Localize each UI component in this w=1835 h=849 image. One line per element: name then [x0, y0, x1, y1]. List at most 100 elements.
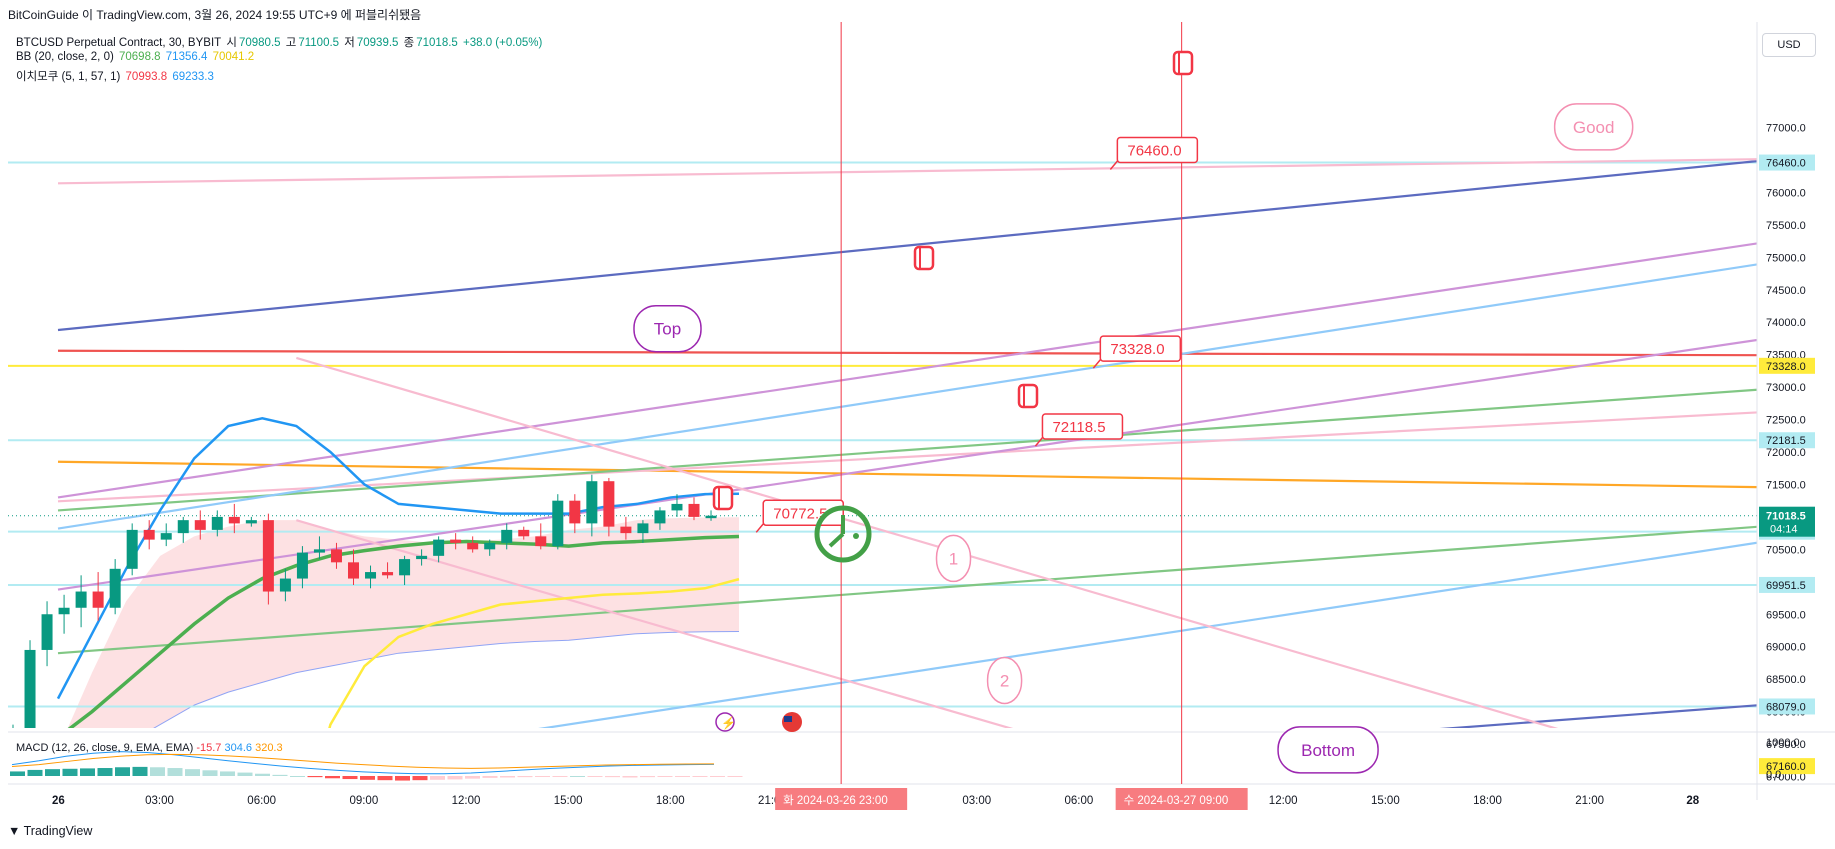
trend-line-8	[57, 338, 1757, 591]
candle-35	[603, 477, 615, 537]
macd-hist-bar	[535, 776, 550, 777]
bubble-shape	[935, 534, 972, 583]
time-marker-tag-bg	[775, 788, 908, 810]
candle-body	[501, 529, 513, 543]
signal-line	[11, 753, 715, 769]
level-tag-bg	[1759, 576, 1815, 593]
hand-pointer-icon	[712, 485, 734, 511]
symbol-name[interactable]: BTCUSD Perpetual Contract, 30, BYBIT	[16, 37, 222, 49]
level-tag-bg	[1759, 357, 1815, 374]
candle-5	[92, 572, 104, 621]
candle-body	[671, 503, 683, 511]
candle-2	[41, 601, 53, 667]
trend-line-12	[296, 356, 1559, 728]
ichimoku-name[interactable]: 이치모쿠 (5, 1, 57, 1)	[16, 71, 121, 83]
bubble-shape	[1277, 726, 1379, 774]
callout-text: 76460.0	[1127, 143, 1181, 160]
level-tag-0: 76460.0	[1766, 158, 1806, 170]
bb-basis-value: 70698.8	[119, 51, 161, 63]
trend-line-4	[57, 460, 1757, 489]
candle-11	[194, 510, 206, 540]
callout-box	[1041, 413, 1124, 440]
bubble-1: Good	[1553, 103, 1634, 151]
candle-body	[637, 523, 649, 534]
hand-pointer-icon	[1172, 50, 1194, 76]
price-tick-label: 70500.0	[1766, 544, 1806, 556]
trend-line-1	[1439, 704, 1757, 728]
macd-axis-label: 0.0	[1766, 769, 1781, 781]
price-tick-label: 75500.0	[1766, 220, 1806, 232]
price-tick-label: 77000.0	[1766, 123, 1806, 135]
macd-hist-bar	[27, 769, 43, 776]
macd-hist-bar	[727, 776, 743, 777]
ichimoku-cloud	[67, 517, 739, 728]
candle-body	[518, 529, 530, 537]
candle-body	[58, 607, 70, 615]
bb-lower-line	[328, 577, 740, 728]
trend-line-11	[538, 541, 1757, 728]
macd-hist-value: -15.7	[196, 742, 222, 754]
time-tick-label: 06:00	[1065, 795, 1094, 807]
candle-34	[586, 474, 598, 537]
candle-37	[637, 520, 649, 543]
time-tick-label: 12:00	[1269, 795, 1298, 807]
level-tag-4: 69951.5	[1766, 580, 1806, 592]
level-tag-5: 68079.0	[1766, 701, 1806, 713]
macd-hist-bar	[115, 767, 130, 776]
candle-body	[211, 516, 223, 530]
macd-hist-bar	[80, 768, 95, 776]
macd-hist-bar	[132, 766, 148, 776]
us-flag-icon	[782, 712, 802, 732]
last-price-countdown: 04:14	[1770, 524, 1798, 536]
time-marker-tag-1: 수 2024-03-27 09:00	[1124, 794, 1229, 807]
candle-36	[620, 516, 632, 540]
bubble-text: 2	[1000, 671, 1009, 690]
bb-legend: BB (20, close, 2, 0) 70698.8 71356.4 700…	[16, 51, 256, 63]
price-callout-2: 72118.5	[1034, 413, 1124, 447]
macd-hist-bar	[62, 768, 78, 776]
trend-line-10	[57, 242, 1757, 499]
open-value: 70980.5	[238, 37, 281, 49]
candle-13	[228, 503, 240, 534]
candle-20	[348, 549, 359, 586]
candle-body	[279, 578, 291, 592]
price-tick-label: 74000.0	[1766, 317, 1806, 329]
macd-hist-bar	[430, 776, 445, 780]
macd-hist-bar	[640, 776, 655, 778]
currency-button[interactable]: USD	[1762, 33, 1816, 57]
candle-40	[688, 497, 700, 521]
candle-7	[126, 523, 138, 576]
bubble-3: 1	[935, 534, 972, 583]
lightning-icon: ⚡	[715, 712, 736, 732]
time-tick-label: 03:00	[962, 795, 991, 807]
candle-body	[177, 520, 189, 534]
footer-brand[interactable]: ▼ TradingView	[8, 824, 92, 838]
candle-body	[382, 572, 394, 576]
candle-4	[75, 575, 87, 628]
candle-16	[279, 568, 291, 602]
bb-name[interactable]: BB (20, close, 2, 0)	[16, 51, 114, 63]
bubble-shape	[986, 656, 1023, 705]
macd-hist-bar	[97, 768, 113, 776]
candle-body	[416, 555, 428, 560]
candle-body	[194, 520, 206, 530]
callout-text: 70772.5	[773, 505, 827, 522]
time-tick-label: 15:00	[1371, 795, 1400, 807]
candle-body	[24, 649, 36, 728]
last-price-tag	[1759, 506, 1815, 537]
macd-name[interactable]: MACD (12, 26, close, 9, EMA, EMA)	[16, 742, 194, 754]
time-marker-tag-bg	[1115, 788, 1248, 810]
price-tick-label: 72000.0	[1766, 447, 1806, 459]
macd-hist-bar	[447, 776, 463, 780]
candle-19	[330, 542, 342, 569]
candle-23	[399, 555, 411, 586]
macd-hist-bar	[272, 774, 288, 776]
trend-line-0	[57, 159, 1757, 332]
trend-line-6	[57, 388, 1757, 512]
candle-41	[705, 510, 717, 521]
price-tick-label: 76000.0	[1766, 187, 1806, 199]
close-value: 71018.5	[416, 37, 458, 49]
change-value: +38.0 (+0.05%)	[463, 37, 543, 49]
trend-line-13	[296, 519, 1014, 728]
